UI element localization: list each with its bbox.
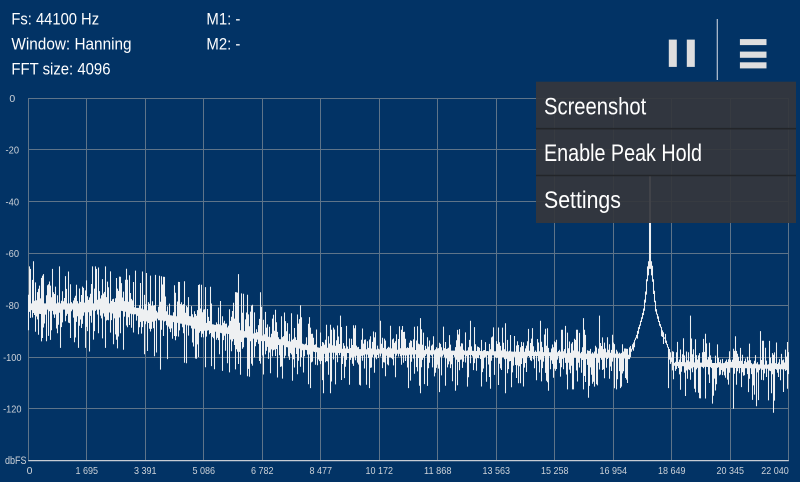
svg-text:22 040: 22 040 [761, 465, 789, 477]
svg-text:0: 0 [9, 93, 15, 105]
svg-text:8 477: 8 477 [309, 465, 332, 477]
svg-text:10 172: 10 172 [366, 465, 394, 477]
svg-text:20 345: 20 345 [717, 465, 745, 477]
svg-text:13 563: 13 563 [483, 465, 511, 477]
svg-text:3 391: 3 391 [134, 465, 157, 477]
svg-text:Fs: 44100 Hz: Fs: 44100 Hz [11, 11, 99, 29]
svg-text:16 954: 16 954 [600, 465, 628, 477]
svg-text:-100: -100 [3, 352, 22, 364]
svg-text:0: 0 [27, 465, 33, 477]
svg-text:-120: -120 [3, 404, 22, 416]
svg-text:5 086: 5 086 [192, 465, 215, 477]
svg-text:FFT size: 4096: FFT size: 4096 [11, 61, 110, 79]
svg-text:11 868: 11 868 [424, 465, 452, 477]
svg-text:Enable Peak Hold: Enable Peak Hold [544, 140, 702, 167]
svg-text:M2: -: M2: - [206, 36, 240, 54]
svg-text:Screenshot: Screenshot [544, 93, 646, 120]
svg-text:1 695: 1 695 [75, 465, 98, 477]
svg-text:Window: Hanning: Window: Hanning [11, 36, 131, 54]
svg-text:M1: -: M1: - [206, 11, 240, 29]
svg-text:-80: -80 [6, 300, 20, 312]
svg-text:18 649: 18 649 [658, 465, 686, 477]
svg-text:dbFS: dbFS [5, 455, 27, 467]
svg-text:15 258: 15 258 [541, 465, 569, 477]
svg-text:-60: -60 [6, 248, 20, 260]
svg-text:-40: -40 [6, 196, 20, 208]
svg-text:-20: -20 [6, 145, 20, 157]
svg-text:6 782: 6 782 [251, 465, 274, 477]
svg-text:Settings: Settings [544, 187, 621, 214]
